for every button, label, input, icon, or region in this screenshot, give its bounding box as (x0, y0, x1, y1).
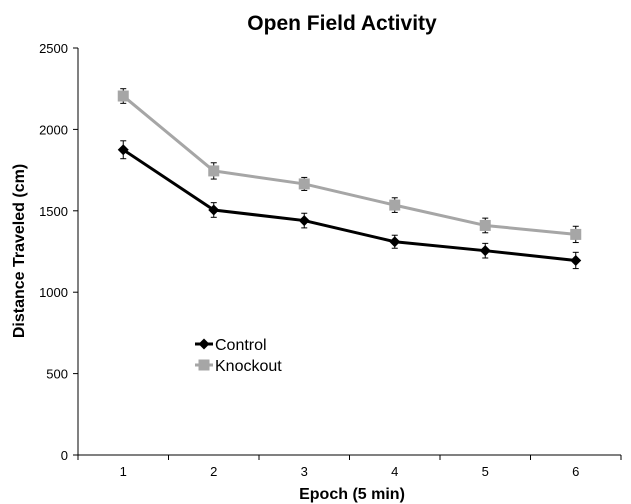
chart-title: Open Field Activity (247, 12, 437, 35)
y-tick-label: 2000 (39, 122, 68, 137)
legend-marker (199, 339, 210, 350)
x-tick-label: 3 (301, 464, 308, 479)
x-tick-label: 5 (482, 464, 489, 479)
y-tick-label: 1000 (39, 285, 68, 300)
data-point (480, 220, 491, 231)
data-point (389, 200, 400, 211)
x-axis-title: Epoch (5 min) (299, 486, 405, 503)
data-point (299, 178, 310, 189)
y-axis-title: Distance Traveled (cm) (11, 164, 28, 338)
legend: Control Knockout (195, 337, 282, 375)
y-tick-label: 1500 (39, 204, 68, 219)
data-point (118, 91, 129, 102)
y-tick-label: 2500 (39, 41, 68, 56)
x-tick-label: 2 (210, 464, 217, 479)
legend-item-control: Control (195, 337, 267, 354)
series-layer (118, 89, 582, 269)
data-point (389, 236, 400, 247)
data-point (208, 165, 219, 176)
legend-marker (199, 360, 210, 371)
data-point (570, 255, 581, 266)
series-line (123, 150, 576, 261)
x-tick-label: 6 (572, 464, 579, 479)
legend-label: Knockout (215, 358, 282, 375)
y-tick-label: 500 (46, 367, 68, 382)
legend-item-knockout: Knockout (195, 358, 282, 375)
data-point (480, 245, 491, 256)
series-control (118, 141, 582, 269)
x-tick-label: 1 (120, 464, 127, 479)
axes: 0 500 1000 1500 2000 2500 1 2 3 4 5 6 (39, 41, 621, 479)
legend-label: Control (215, 337, 267, 354)
data-point (299, 215, 310, 226)
x-tick-label: 4 (391, 464, 398, 479)
y-tick-label: 0 (61, 448, 68, 463)
data-point (570, 229, 581, 240)
series-knockout (118, 89, 582, 243)
series-line (123, 96, 576, 234)
